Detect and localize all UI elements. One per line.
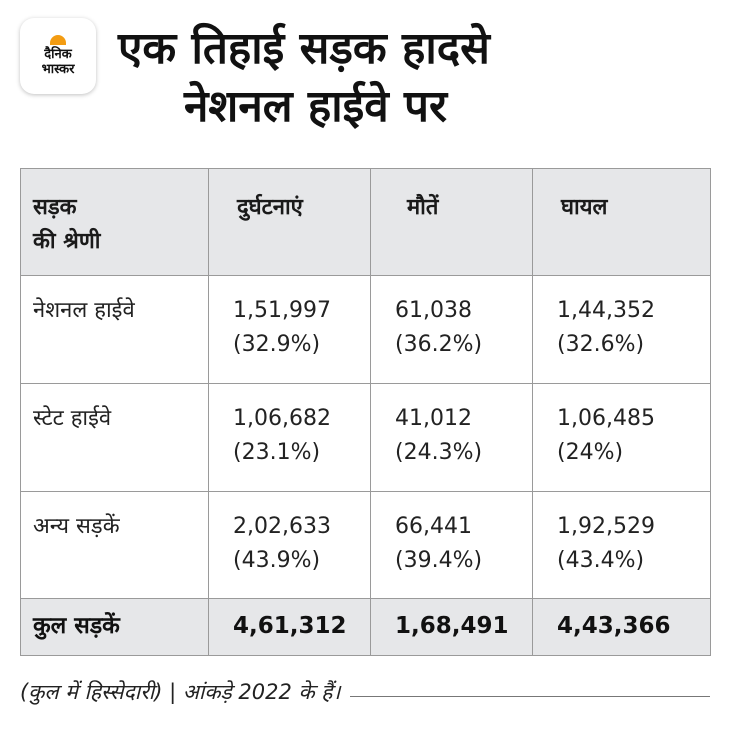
injured-share: (43.4%) <box>557 547 645 573</box>
total-accidents: 4,61,312 <box>208 598 371 656</box>
accidents-value: 1,06,682 <box>233 405 331 431</box>
total-deaths: 1,68,491 <box>370 598 533 656</box>
deaths-cell: 61,038 (36.2%) <box>370 275 533 384</box>
row-category: नेशनल हाईवे <box>20 275 209 384</box>
header-accidents: दुर्घटनाएं <box>208 168 371 276</box>
injured-cell: 1,44,352 (32.6%) <box>532 275 711 384</box>
accidents-share: (23.1%) <box>233 439 321 465</box>
injured-value: 1,44,352 <box>557 298 655 323</box>
accidents-share: (32.9%) <box>233 332 321 357</box>
footer-divider <box>350 695 710 697</box>
injured-share: (32.6%) <box>557 332 645 357</box>
deaths-cell: 66,441 (39.4%) <box>370 490 533 600</box>
accidents-value: 2,02,633 <box>233 513 331 539</box>
table-row: स्टेट हाईवे 1,06,682 (23.1%) 41,012 (24.3%… <box>20 382 711 492</box>
header-road-category-l1: सड़क <box>33 195 77 220</box>
sun-logo-icon <box>50 35 66 45</box>
road-accident-table: सड़क की श्रेणी दुर्घटनाएं मौतें घायल नेशन… <box>20 168 711 656</box>
table-header-row: सड़क की श्रेणी दुर्घटनाएं मौतें घायल <box>20 168 711 276</box>
headline-line-2: नेशनल हाईवे पर <box>184 81 448 132</box>
injured-cell: 1,92,529 (43.4%) <box>532 490 711 600</box>
accidents-share: (43.9%) <box>233 547 321 573</box>
header-injured: घायल <box>532 168 711 276</box>
total-row: कुल सड़कें 4,61,312 1,68,491 4,43,366 <box>20 598 711 656</box>
deaths-share: (36.2%) <box>395 332 483 357</box>
accidents-cell: 2,02,633 (43.9%) <box>208 490 371 600</box>
footer-note: (कुल में हिस्सेदारी) | आंकड़े 2022 के है… <box>20 680 341 704</box>
row-category: स्टेट हाईवे <box>20 382 209 492</box>
headline-line-1: एक तिहाई सड़क हादसे <box>118 23 490 74</box>
row-category: अन्य सड़कें <box>20 490 209 600</box>
accidents-value: 1,51,997 <box>233 298 331 323</box>
total-injured: 4,43,366 <box>532 598 711 656</box>
deaths-value: 41,012 <box>395 405 472 431</box>
headline: एक तिहाई सड़क हादसे नेशनल हाईवे पर <box>118 20 718 136</box>
header-road-category: सड़क की श्रेणी <box>20 168 209 276</box>
injured-cell: 1,06,485 (24%) <box>532 382 711 492</box>
logo-line-1: दैनिक <box>44 47 72 62</box>
header-deaths: मौतें <box>370 168 533 276</box>
injured-share: (24%) <box>557 439 624 465</box>
logo-line-2: भास्कर <box>41 62 75 77</box>
deaths-value: 66,441 <box>395 513 472 539</box>
deaths-share: (39.4%) <box>395 547 483 573</box>
header-road-category-l2: की श्रेणी <box>33 229 101 254</box>
total-category: कुल सड़कें <box>20 598 209 656</box>
deaths-value: 61,038 <box>395 298 472 323</box>
deaths-share: (24.3%) <box>395 439 483 465</box>
injured-value: 1,92,529 <box>557 513 655 539</box>
accidents-cell: 1,06,682 (23.1%) <box>208 382 371 492</box>
deaths-cell: 41,012 (24.3%) <box>370 382 533 492</box>
injured-value: 1,06,485 <box>557 405 655 431</box>
accidents-cell: 1,51,997 (32.9%) <box>208 275 371 384</box>
table-row: अन्य सड़कें 2,02,633 (43.9%) 66,441 (39.4%… <box>20 490 711 600</box>
table-row: नेशनल हाईवे 1,51,997 (32.9%) 61,038 (36.2%… <box>20 275 711 384</box>
footer: (कुल में हिस्सेदारी) | आंकड़े 2022 के है… <box>20 678 710 706</box>
dainik-bhaskar-logo: दैनिक भास्कर <box>20 18 96 94</box>
